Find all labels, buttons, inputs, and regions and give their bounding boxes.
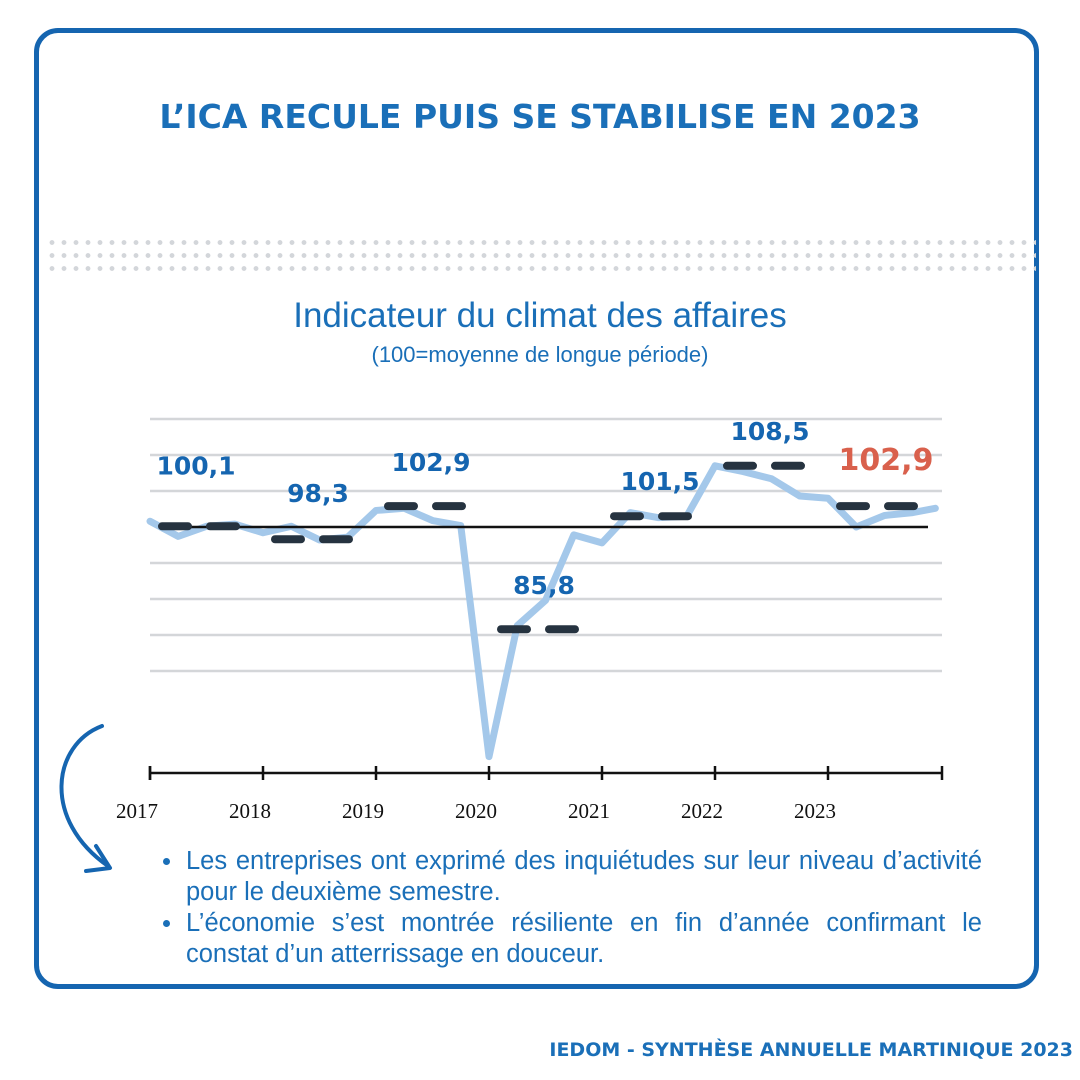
bullet-item: Les entreprises ont exprimé des inquiétu…	[160, 846, 982, 908]
x-tick-label: 2023	[794, 799, 836, 823]
label-layer: 100,1 98,3 102,9 85,8 101,5 108,5 102,9	[156, 417, 933, 600]
x-tick-label: 2020	[455, 799, 497, 823]
x-tick-label: 2022	[681, 799, 723, 823]
ica-series-line	[146, 462, 939, 761]
content-card	[34, 28, 1039, 989]
headline: L’ICA RECULE PUIS SE STABILISE EN 2023	[159, 97, 921, 136]
dotted-divider	[46, 236, 1036, 276]
average-layer	[158, 461, 932, 634]
annual-average-label: 101,5	[620, 467, 699, 496]
annual-average-label: 85,8	[513, 571, 575, 600]
annual-average-label: 108,5	[730, 417, 809, 446]
chart-title: Indicateur du climat des affaires	[293, 296, 787, 335]
annual-average-label: 102,9	[839, 443, 934, 478]
bullet-list: Les entreprises ont exprimé des inquiétu…	[160, 846, 982, 970]
x-tick-label: 2021	[568, 799, 610, 823]
x-tick-label: 2017	[116, 799, 158, 823]
x-axis: 2017 2018 2019 2020 2021 2022 2023	[116, 766, 944, 823]
bullet-item: L’économie s’est montrée résiliente en f…	[160, 908, 982, 970]
x-tick-label: 2019	[342, 799, 384, 823]
annual-average-label: 102,9	[391, 448, 470, 477]
footer-source: IEDOM - SYNTHÈSE ANNUELLE MARTINIQUE 202…	[549, 1039, 1073, 1061]
chart-subtitle: (100=moyenne de longue période)	[371, 342, 709, 367]
annual-average-label: 98,3	[287, 479, 349, 508]
x-tick-label: 2018	[229, 799, 271, 823]
grid-layer	[150, 417, 942, 673]
annual-average-label: 100,1	[156, 451, 235, 480]
series-layer	[146, 462, 939, 761]
